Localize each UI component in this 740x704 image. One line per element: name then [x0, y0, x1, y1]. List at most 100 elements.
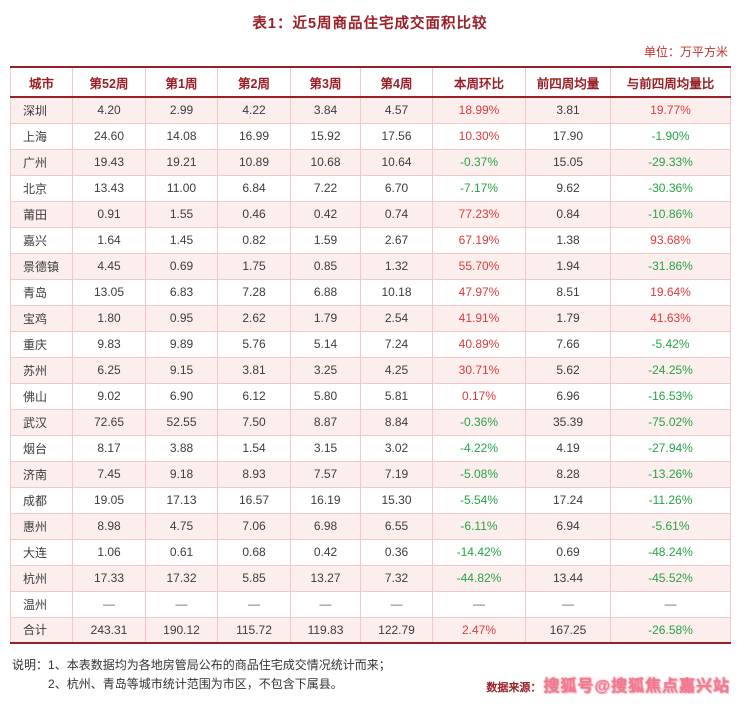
week52-cell: 1.06: [72, 538, 146, 566]
avg4-cell: 17.90: [525, 122, 611, 150]
wow-cell: -5.54%: [432, 486, 526, 514]
avg4-cell: —: [525, 590, 611, 618]
week4-cell: 122.79: [360, 616, 433, 644]
city-cell: 成都: [10, 486, 73, 514]
vs-avg4-cell: -45.52%: [610, 564, 731, 592]
avg4-cell: 6.94: [525, 512, 611, 540]
avg4-cell: 8.28: [525, 460, 611, 488]
week1-cell: 1.45: [145, 226, 218, 254]
wow-cell: -44.82%: [432, 564, 526, 592]
week1-cell: 190.12: [145, 616, 218, 644]
table-row: 佛山 9.02 6.90 6.12 5.80 5.81 0.17% 6.96 -16.53%: [10, 382, 731, 410]
week1-cell: 9.15: [145, 356, 218, 384]
week52-cell: 4.45: [72, 252, 146, 280]
wow-cell: 40.89%: [432, 330, 526, 358]
vs-avg4-cell: -30.36%: [610, 174, 731, 202]
wow-cell: 67.19%: [432, 226, 526, 254]
table-row: 北京 13.43 11.00 6.84 7.22 6.70 -7.17% 9.62 -30.36…: [10, 174, 731, 202]
week52-cell: —: [72, 590, 146, 618]
week2-cell: 6.12: [217, 382, 291, 410]
city-cell: 青岛: [10, 278, 73, 306]
table-body: 深圳 4.20 2.99 4.22 3.84 4.57 18.99% 3.81 19.77% 上海…: [10, 96, 731, 644]
vs-avg4-cell: -27.94%: [610, 434, 731, 462]
wow-cell: 77.23%: [432, 200, 526, 228]
wow-cell: 30.71%: [432, 356, 526, 384]
wow-cell: -4.22%: [432, 434, 526, 462]
week1-cell: 52.55: [145, 408, 218, 436]
vs-avg4-cell: -75.02%: [610, 408, 731, 436]
page-title: 表1：近5周商品住宅成交面积比较: [252, 16, 488, 32]
avg4-cell: 8.51: [525, 278, 611, 306]
city-cell: 济南: [10, 460, 73, 488]
city-cell: 嘉兴: [10, 226, 73, 254]
vs-avg4-cell: -5.61%: [610, 512, 731, 540]
week52-cell: 19.43: [72, 148, 146, 176]
week2-cell: 7.06: [217, 512, 291, 540]
wow-cell: —: [432, 590, 526, 618]
week3-cell: 1.59: [290, 226, 361, 254]
table-row: 惠州 8.98 4.75 7.06 6.98 6.55 -6.11% 6.94 -5.61%: [10, 512, 731, 540]
week4-cell: 3.02: [360, 434, 433, 462]
wow-cell: 2.47%: [432, 616, 526, 644]
wow-cell: 55.70%: [432, 252, 526, 280]
week3-cell: 8.87: [290, 408, 361, 436]
table-row: 宝鸡 1.80 0.95 2.62 1.79 2.54 41.91% 1.79 41.63%: [10, 304, 731, 332]
week2-cell: 6.84: [217, 174, 291, 202]
week1-cell: 9.18: [145, 460, 218, 488]
column-header-week2: 第2周: [217, 66, 291, 98]
week52-cell: 17.33: [72, 564, 146, 592]
wow-cell: -6.11%: [432, 512, 526, 540]
week1-cell: 6.83: [145, 278, 218, 306]
week1-cell: 17.32: [145, 564, 218, 592]
week2-cell: 5.76: [217, 330, 291, 358]
avg4-cell: 1.79: [525, 304, 611, 332]
week52-cell: 8.98: [72, 512, 146, 540]
table-row: 景德镇 4.45 0.69 1.75 0.85 1.32 55.70% 1.94 -31.86%: [10, 252, 731, 280]
table-header-row: 城市 第52周 第1周 第2周 第3周 第4周 本周环比 前四周均量 与前四周均量比: [10, 66, 731, 98]
city-cell: 重庆: [10, 330, 73, 358]
vs-avg4-cell: -11.26%: [610, 486, 731, 514]
table-row-total: 合计 243.31 190.12 115.72 119.83 122.79 2.47% 167…: [10, 616, 731, 644]
week3-cell: 3.84: [290, 96, 361, 124]
column-header-week4: 第4周: [360, 66, 433, 98]
week4-cell: 10.18: [360, 278, 433, 306]
week4-cell: 15.30: [360, 486, 433, 514]
wow-cell: 41.91%: [432, 304, 526, 332]
wow-cell: 10.30%: [432, 122, 526, 150]
week3-cell: 5.14: [290, 330, 361, 358]
week3-cell: 0.42: [290, 200, 361, 228]
city-cell: 宝鸡: [10, 304, 73, 332]
week52-cell: 1.80: [72, 304, 146, 332]
week1-cell: 14.08: [145, 122, 218, 150]
week3-cell: 13.27: [290, 564, 361, 592]
week2-cell: 3.81: [217, 356, 291, 384]
week1-cell: 9.89: [145, 330, 218, 358]
avg4-cell: 0.84: [525, 200, 611, 228]
city-cell: 大连: [10, 538, 73, 566]
wow-cell: -7.17%: [432, 174, 526, 202]
week2-cell: 10.89: [217, 148, 291, 176]
vs-avg4-cell: —: [610, 590, 731, 618]
table-row: 重庆 9.83 9.89 5.76 5.14 7.24 40.89% 7.66 -5.42%: [10, 330, 731, 358]
city-cell: 景德镇: [10, 252, 73, 280]
table-row: 青岛 13.05 6.83 7.28 6.88 10.18 47.97% 8.51 19.64%: [10, 278, 731, 306]
wow-cell: 18.99%: [432, 96, 526, 124]
housing-transaction-table: 城市 第52周 第1周 第2周 第3周 第4周 本周环比 前四周均量 与前四周均量比 深圳 4.2…: [10, 66, 731, 644]
week3-cell: 6.98: [290, 512, 361, 540]
week1-cell: 6.90: [145, 382, 218, 410]
week4-cell: 1.32: [360, 252, 433, 280]
note-line-1: 1、本表数据均为各地房管局公布的商品住宅成交情况统计而来；: [48, 658, 391, 672]
avg4-cell: 4.19: [525, 434, 611, 462]
week3-cell: 3.25: [290, 356, 361, 384]
week4-cell: 6.55: [360, 512, 433, 540]
table-row: 嘉兴 1.64 1.45 0.82 1.59 2.67 67.19% 1.38 93.68%: [10, 226, 731, 254]
avg4-cell: 17.24: [525, 486, 611, 514]
column-header-wow: 本周环比: [432, 66, 526, 98]
week2-cell: 0.68: [217, 538, 291, 566]
week4-cell: 0.36: [360, 538, 433, 566]
avg4-cell: 5.62: [525, 356, 611, 384]
week52-cell: 1.64: [72, 226, 146, 254]
city-cell: 武汉: [10, 408, 73, 436]
city-cell: 温州: [10, 590, 73, 618]
city-cell: 佛山: [10, 382, 73, 410]
